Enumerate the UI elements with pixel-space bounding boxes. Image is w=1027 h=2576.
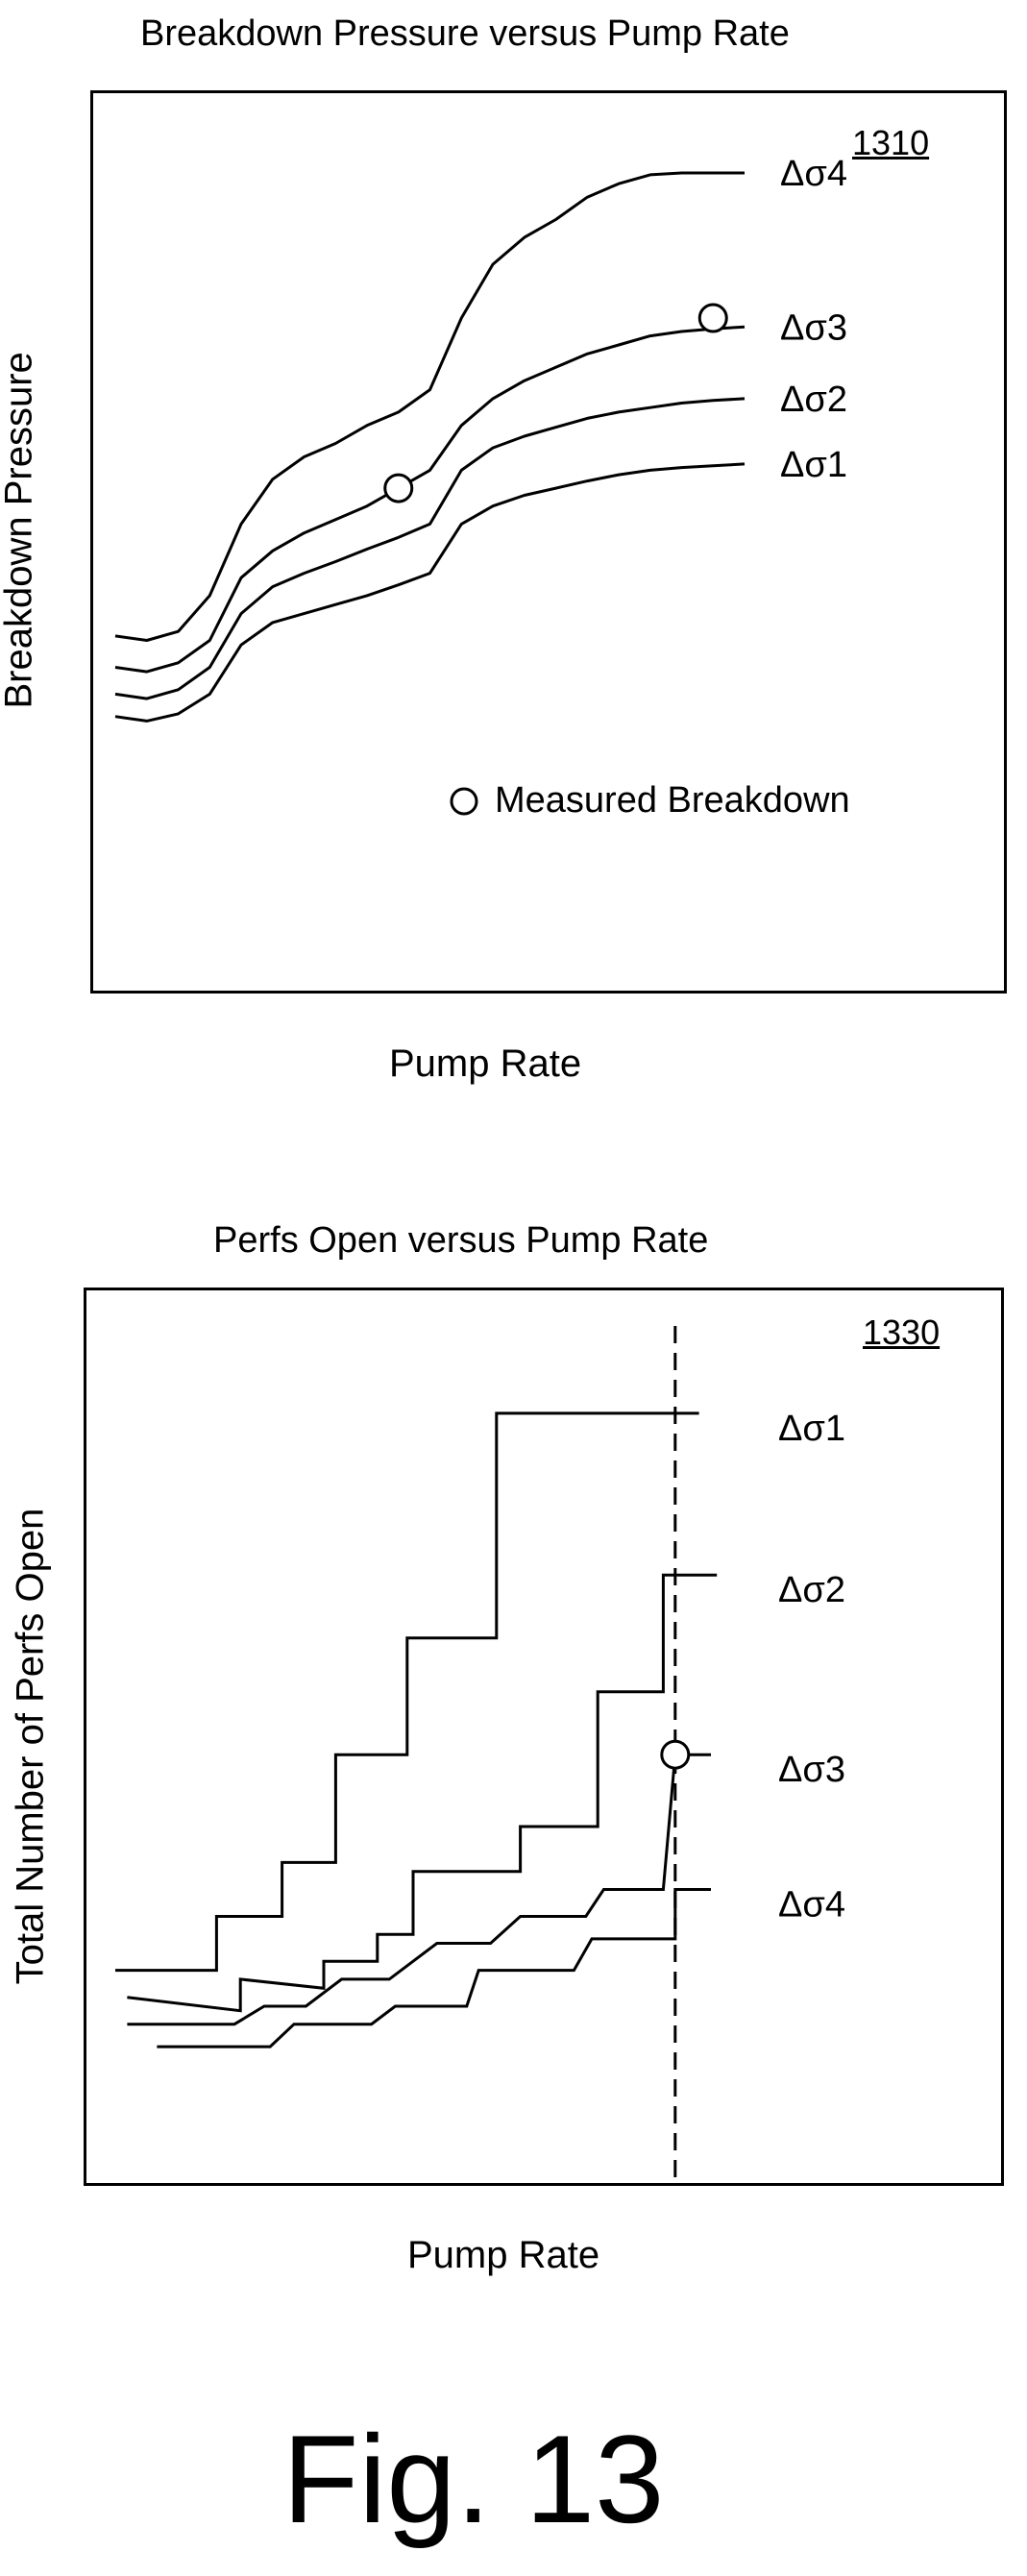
chart1-plot: Δσ4 Δσ3 Δσ2 Δσ1 [114,154,847,816]
chart2-series-label-3: Δσ3 [778,1750,845,1790]
chart1-series-label-2: Δσ3 [780,307,847,348]
chart2-series-label-1: Δσ1 [778,1409,845,1449]
chart2-series-line-3 [127,1753,711,2026]
chart1-series-label-4: Δσ1 [780,445,847,485]
figure-label: Fig. 13 [282,2409,665,2549]
chart1-series-line-4 [114,462,746,723]
chart2-measured-point-1 [660,1739,691,1770]
chart2-xlabel: Pump Rate [407,2234,600,2276]
chart1-series-label-1: Δσ4 [780,154,847,194]
chart2-series-line-2 [127,1573,718,2013]
chart2-plot: Δσ1 Δσ2 Δσ3 Δσ4 [115,1326,845,2186]
chart1-measured-point-2 [697,303,728,333]
chart1-frame [90,90,1007,994]
chart1-series-line-3 [114,397,746,700]
chart2-series-line-4 [157,1888,711,2049]
chart2-ref-number: 1330 [863,1313,941,1352]
chart2-series-line-1 [115,1411,699,1973]
chart1-legend-marker [450,787,478,816]
chart1-xlabel: Pump Rate [389,1043,582,1085]
chart2-title: Perfs Open versus Pump Rate [213,1220,709,1261]
chart1-ref-number: 1310 [852,123,930,162]
chart1-legend-label: Measured Breakdown [495,780,850,821]
chart1-series-line-2 [114,325,746,674]
chart1-measured-point-1 [383,473,414,503]
chart1-series-label-3: Δσ2 [780,380,847,420]
chart2-frame [84,1288,1004,2186]
chart2-series-label-2: Δσ2 [778,1570,845,1610]
chart1-series-line-1 [114,171,745,642]
chart1-title: Breakdown Pressure versus Pump Rate [140,13,790,54]
chart2-series-label-4: Δσ4 [778,1884,845,1925]
